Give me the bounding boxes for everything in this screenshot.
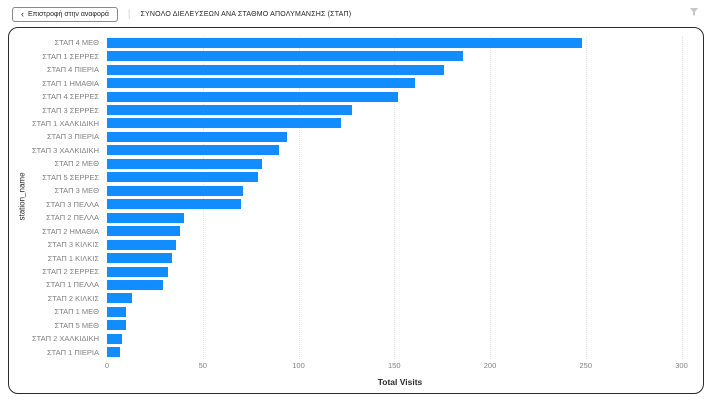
x-tick-label: 100 <box>292 361 305 370</box>
bar-track <box>107 36 693 359</box>
chevron-left-icon: ‹ <box>21 8 24 19</box>
category-label: ΣΤΑΠ 1 ΧΑΛΚΙΔΙΚΗ <box>31 118 99 128</box>
header-separator: | <box>127 8 131 20</box>
bar[interactable] <box>107 226 180 237</box>
gridline <box>681 36 683 359</box>
category-label: ΣΤΑΠ 4 ΣΕΡΡΕΣ <box>42 92 99 102</box>
category-label: ΣΤΑΠ 2 ΜΕΘ <box>54 159 99 169</box>
category-label: ΣΤΑΠ 2 ΣΕΡΡΕΣ <box>42 267 99 277</box>
category-label: ΣΤΑΠ 3 ΧΑΛΚΙΔΙΚΗ <box>31 145 99 155</box>
x-tick-label: 250 <box>579 361 593 370</box>
bar[interactable] <box>107 105 353 116</box>
x-axis-title: Total Visits <box>377 377 423 387</box>
category-label: ΣΤΑΠ 3 ΠΙΕΡΙΑ <box>46 132 99 142</box>
page-title: ΣΥΝΟΛΟ ΔΙΕΛΕΥΣΕΩΝ ΑΝΑ ΣΤΑΘΜΟ ΑΠΟΛΥΜΑΝΣΗΣ… <box>140 10 352 18</box>
bar[interactable] <box>107 199 242 210</box>
bar-chart: station_name ΣΤΑΠ 4 ΜΕΘ ΣΤΑΠ 1 ΣΕΡΡΕΣ ΣΤΑΠ… <box>15 34 695 389</box>
bar[interactable] <box>107 279 163 290</box>
category-label: ΣΤΑΠ 1 ΠΕΛΛΑ <box>46 280 99 290</box>
bar[interactable] <box>107 158 263 169</box>
bar[interactable] <box>107 212 184 223</box>
category-label: ΣΤΑΠ 4 ΜΕΘ <box>54 38 99 48</box>
gridline <box>585 36 587 359</box>
y-axis-title: station_name <box>17 172 27 221</box>
back-button-label: Επιστροφή στην αναφορά <box>28 10 109 18</box>
bar[interactable] <box>107 293 132 304</box>
category-label: ΣΤΑΠ 5 ΣΕΡΡΕΣ <box>42 172 99 182</box>
x-tick-label: 50 <box>198 361 207 370</box>
category-label: ΣΤΑΠ 2 ΧΑΛΚΙΔΙΚΗ <box>31 334 99 344</box>
plot-area: ΣΤΑΠ 4 ΜΕΘ ΣΤΑΠ 1 ΣΕΡΡΕΣ ΣΤΑΠ 4 ΠΙΕΡΙΑ ΣΤΑΠ… <box>29 36 695 359</box>
chart-card: station_name ΣΤΑΠ 4 ΜΕΘ ΣΤΑΠ 1 ΣΕΡΡΕΣ ΣΤΑΠ… <box>8 27 704 394</box>
bar[interactable] <box>107 118 341 129</box>
x-axis: 0 50 100 150 200 250 300 <box>104 361 693 373</box>
category-label: ΣΤΑΠ 2 ΗΜΑΘΙΑ <box>42 226 99 236</box>
category-label: ΣΤΑΠ 1 ΣΕΡΡΕΣ <box>42 51 99 61</box>
bar[interactable] <box>107 253 173 264</box>
bar[interactable] <box>107 131 287 142</box>
gridline <box>202 36 204 359</box>
category-label: ΣΤΑΠ 5 ΜΕΘ <box>54 320 99 330</box>
category-label: ΣΤΑΠ 1 ΚΙΛΚΙΣ <box>47 253 99 263</box>
category-label: ΣΤΑΠ 1 ΗΜΑΘΙΑ <box>42 78 99 88</box>
bar[interactable] <box>107 239 176 250</box>
category-label: ΣΤΑΠ 3 ΣΕΡΡΕΣ <box>42 105 99 115</box>
bar[interactable] <box>107 172 259 183</box>
category-labels: ΣΤΑΠ 4 ΜΕΘ ΣΤΑΠ 1 ΣΕΡΡΕΣ ΣΤΑΠ 4 ΠΙΕΡΙΑ ΣΤΑΠ… <box>29 36 103 359</box>
category-label: ΣΤΑΠ 3 ΜΕΘ <box>54 186 99 196</box>
x-tick-label: 150 <box>387 361 401 370</box>
bar[interactable] <box>107 37 582 48</box>
filter-funnel-icon[interactable] <box>689 4 699 16</box>
category-label: ΣΤΑΠ 3 ΠΕΛΛΑ <box>46 199 99 209</box>
bar[interactable] <box>107 64 445 75</box>
header: ‹ Επιστροφή στην αναφορά | ΣΥΝΟΛΟ ΔΙΕΛΕΥ… <box>0 0 712 28</box>
category-label: ΣΤΑΠ 3 ΚΙΛΚΙΣ <box>47 240 99 250</box>
category-label: ΣΤΑΠ 2 ΚΙΛΚΙΣ <box>47 293 99 303</box>
bar[interactable] <box>107 185 243 196</box>
bar[interactable] <box>107 320 127 331</box>
category-label: ΣΤΑΠ 1 ΜΕΘ <box>54 307 99 317</box>
bar[interactable] <box>107 91 399 102</box>
gridline <box>490 36 491 359</box>
category-label: ΣΤΑΠ 4 ΠΙΕΡΙΑ <box>46 65 99 75</box>
category-label: ΣΤΑΠ 2 ΠΕΛΛΑ <box>46 213 99 223</box>
x-tick-label: 200 <box>483 361 497 370</box>
bar[interactable] <box>107 51 464 62</box>
bar[interactable] <box>107 78 416 89</box>
gridline <box>394 36 396 359</box>
bar[interactable] <box>107 333 123 344</box>
bar[interactable] <box>107 266 169 277</box>
bar[interactable] <box>107 306 127 317</box>
back-to-report-button[interactable]: ‹ Επιστροφή στην αναφορά <box>12 6 118 22</box>
bar[interactable] <box>107 347 121 358</box>
x-tick-label: 0 <box>104 361 110 370</box>
x-tick-label: 300 <box>675 361 688 370</box>
category-label: ΣΤΑΠ 1 ΠΙΕΡΙΑ <box>46 347 99 357</box>
bar[interactable] <box>107 145 280 156</box>
gridline <box>298 36 300 359</box>
